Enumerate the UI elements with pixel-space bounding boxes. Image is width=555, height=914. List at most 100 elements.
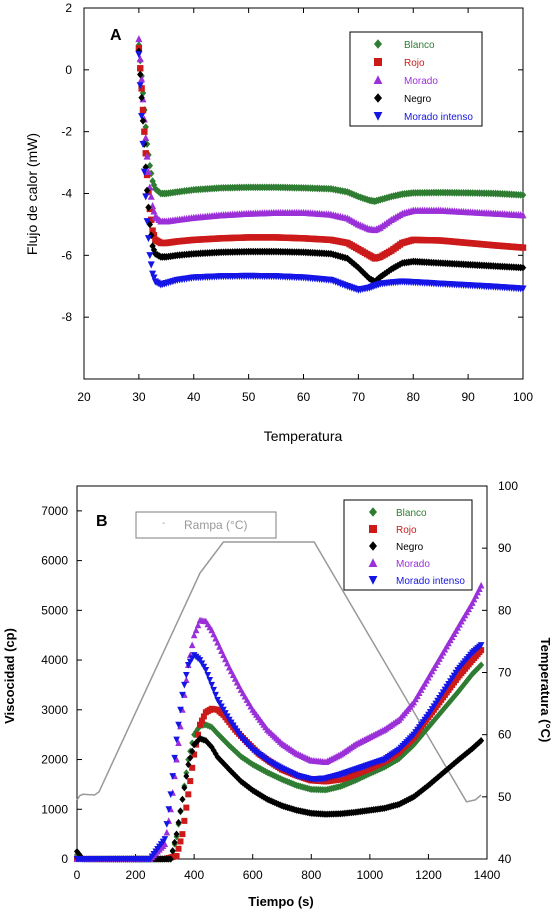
legend-a: Blanco Rojo Morado Negro Morado intenso — [349, 31, 483, 127]
legend-label-blanco-b: Blanco — [396, 508, 427, 519]
data-point-rojo — [198, 717, 205, 724]
data-point-rojo — [195, 731, 202, 738]
x-tick-label-b: 1400 — [474, 868, 501, 882]
ramp-legend-label: Rampa (°C) — [184, 518, 247, 532]
data-point-morado — [177, 722, 184, 730]
series-negro-a — [135, 47, 527, 286]
data-point-negro — [138, 93, 145, 102]
data-point-morado — [150, 207, 158, 215]
data-point-morado — [138, 75, 146, 83]
y2-tick-label-b: 80 — [498, 603, 512, 617]
legend-marker-morado — [368, 558, 378, 567]
data-point-blanco — [465, 674, 472, 683]
data-point-negro — [146, 220, 154, 229]
data-point-morado — [142, 134, 150, 142]
data-point-negro — [226, 765, 233, 774]
data-point-negro — [414, 790, 421, 798]
panel-label-a: A — [110, 27, 122, 44]
data-point-morado — [135, 35, 143, 43]
data-point-negro — [142, 163, 149, 172]
legend-marker-rojo — [369, 525, 377, 533]
x-tick-label-a: 50 — [242, 390, 256, 404]
data-point-morado-intenso — [183, 671, 190, 679]
legend-label-blanco-a: Blanco — [404, 40, 435, 51]
data-point-blanco — [432, 714, 439, 723]
x-axis-title-a: Temperatura — [264, 428, 343, 444]
data-point-negro — [185, 760, 192, 769]
data-point-negro — [193, 739, 200, 747]
data-point-morado-intenso — [222, 710, 229, 717]
data-point-morado-intenso — [135, 51, 143, 59]
data-point-negro — [423, 783, 430, 791]
data-point-morado-intenso — [220, 706, 227, 714]
data-point-rojo — [175, 845, 182, 852]
data-point-morado-intenso — [218, 703, 225, 711]
data-point-negro — [396, 260, 404, 269]
data-point-blanco — [247, 759, 254, 767]
data-point-morado — [192, 626, 200, 634]
data-point-rojo — [142, 150, 149, 157]
x-tick-label-b: 200 — [126, 868, 146, 882]
y-tick-label-b: 5000 — [41, 603, 68, 617]
data-point-negro — [137, 70, 144, 79]
data-point-rojo — [197, 721, 203, 728]
data-point-blanco — [445, 699, 452, 707]
x-tick-label-a: 70 — [352, 390, 366, 404]
data-point-morado-intenso — [138, 113, 146, 121]
data-point-negro — [173, 830, 180, 838]
series-rojo-b — [74, 647, 485, 862]
legend-label-rojo-a: Rojo — [404, 58, 425, 69]
data-point-negro — [210, 746, 217, 755]
data-point-negro — [143, 186, 151, 195]
data-point-negro — [202, 737, 209, 745]
data-point-blanco — [462, 679, 469, 687]
data-point-blanco — [396, 754, 403, 763]
data-point-morado-intenso — [181, 681, 188, 689]
data-point-rojo — [183, 804, 190, 811]
data-point-morado-intenso — [179, 691, 186, 699]
data-point-blanco — [519, 191, 527, 199]
data-point-morado — [161, 840, 169, 848]
data-point-morado — [474, 588, 481, 596]
x-tick-label-b: 1000 — [357, 868, 384, 882]
data-point-rojo — [173, 853, 180, 860]
data-point-morado — [143, 152, 151, 160]
data-point-negro — [177, 807, 184, 815]
legend-b: Blanco Rojo Negro Morado Morado intenso — [343, 499, 473, 591]
data-point-morado-intenso — [224, 713, 231, 721]
data-point-negro — [418, 787, 425, 795]
data-point-rojo — [185, 791, 192, 798]
data-point-rojo — [181, 817, 188, 824]
legend-marker-rojo — [374, 58, 382, 66]
data-point-negro — [189, 747, 196, 755]
data-point-morado-intenso — [177, 706, 184, 714]
data-point-blanco — [216, 732, 223, 740]
legend-label-morado-intenso-a: Morado intenso — [404, 112, 473, 123]
x-tick-label-a: 40 — [187, 390, 201, 404]
y-tick-label-b: 6000 — [41, 554, 68, 568]
data-point-negro — [208, 743, 215, 751]
data-point-negro — [381, 270, 388, 278]
data-point-rojo — [177, 838, 184, 845]
data-point-negro — [392, 262, 399, 271]
legend-box-a — [349, 31, 483, 127]
data-point-morado — [519, 211, 527, 219]
data-point-morado — [476, 585, 483, 592]
data-point-negro — [74, 847, 80, 856]
data-point-morado-intenso — [165, 806, 173, 813]
legend-marker-morado-intenso — [368, 576, 378, 585]
data-point-morado — [136, 55, 144, 63]
data-point-morado — [188, 641, 196, 649]
data-point-rojo — [179, 831, 186, 838]
y-tick-label-a: 2 — [65, 1, 72, 15]
data-point-rojo — [137, 65, 144, 72]
data-point-morado-intenso — [210, 686, 217, 694]
data-point-rojo — [148, 216, 155, 223]
legend-label-rojo-b: Rojo — [396, 525, 417, 536]
axis-ticks-b: 0 200 400 600 800 1000 1200 1400 0 1000 2000 3000 40… — [41, 479, 518, 882]
panel-label-b: B — [96, 513, 108, 530]
data-point-blanco — [149, 177, 156, 185]
data-point-rojo — [141, 128, 148, 135]
data-point-blanco — [460, 681, 467, 690]
y-tick-label-a: -4 — [61, 187, 72, 201]
